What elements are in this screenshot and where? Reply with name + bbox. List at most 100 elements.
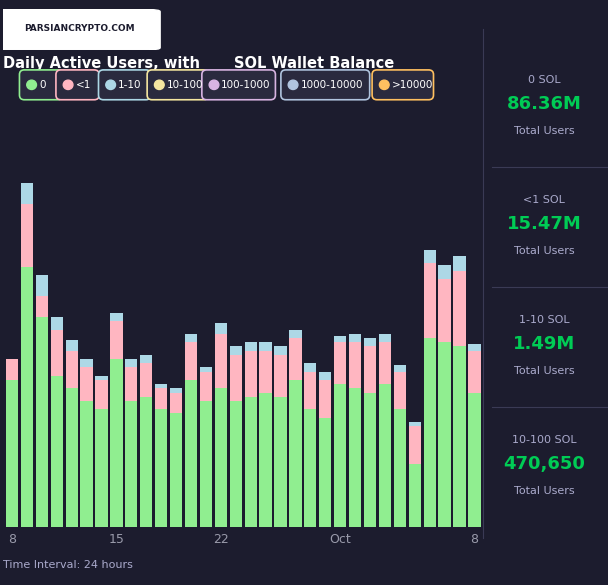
Bar [21,267,33,526]
Text: Time Interval: 24 hours: Time Interval: 24 hours [3,560,133,570]
Bar [215,334,227,388]
Bar [110,359,123,526]
Bar [155,410,167,526]
Bar [379,384,391,526]
Bar [409,422,421,426]
Bar [334,342,347,384]
Text: 10-100: 10-100 [167,80,203,90]
Bar [319,418,331,526]
Bar [468,345,480,350]
Text: Total Users: Total Users [514,126,575,136]
Bar [80,359,92,367]
Bar [424,263,436,338]
Bar [6,359,18,380]
Text: 86.36M: 86.36M [506,95,582,113]
Bar [200,371,212,401]
Bar [364,393,376,526]
Bar [304,371,316,410]
Text: 0: 0 [39,80,46,90]
Bar [244,350,257,397]
Bar [409,464,421,526]
Bar [170,414,182,526]
Text: SOL Wallet Balance: SOL Wallet Balance [234,56,395,71]
Text: Total Users: Total Users [514,366,575,376]
Bar [274,397,286,526]
Text: 0 SOL: 0 SOL [528,75,561,85]
Bar [379,334,391,342]
Text: >10000: >10000 [392,80,433,90]
Bar [230,401,242,526]
Bar [110,313,123,321]
Bar [438,265,451,280]
Bar [66,340,78,350]
Bar [304,363,316,371]
Text: 1-10: 1-10 [118,80,142,90]
Bar [230,355,242,401]
Bar [244,397,257,526]
Bar [454,346,466,526]
Bar [424,250,436,263]
Bar [50,330,63,376]
Bar [21,204,33,267]
Bar [379,342,391,384]
Bar [125,359,137,367]
Bar [319,371,331,380]
Bar [185,334,197,342]
Bar [304,410,316,526]
Text: 10-100 SOL: 10-100 SOL [512,435,576,445]
Bar [95,380,108,410]
Bar [6,380,18,526]
Text: <1: <1 [75,80,91,90]
Bar [260,342,272,350]
Bar [409,426,421,464]
Bar [274,355,286,397]
Text: 1.49M: 1.49M [513,335,575,353]
Text: Total Users: Total Users [514,246,575,256]
Bar [50,317,63,330]
Text: PARSIANCRYPTO.COM: PARSIANCRYPTO.COM [24,24,134,33]
Bar [438,280,451,342]
Bar [424,338,436,526]
Bar [185,380,197,526]
Bar [36,276,48,296]
Text: <1 SOL: <1 SOL [523,195,565,205]
Bar [215,324,227,334]
Bar [125,367,137,401]
FancyBboxPatch shape [0,9,160,50]
Bar [438,342,451,526]
Bar [170,393,182,414]
Bar [215,388,227,526]
Bar [36,317,48,526]
Bar [364,338,376,346]
Text: 1-10 SOL: 1-10 SOL [519,315,570,325]
Bar [468,393,480,526]
Bar [95,376,108,380]
Bar [289,330,302,338]
Bar [36,296,48,317]
Bar [185,342,197,380]
Bar [349,334,361,342]
Bar [334,384,347,526]
Bar [454,271,466,346]
Bar [260,393,272,526]
Bar [66,388,78,526]
Bar [140,355,153,363]
Bar [140,397,153,526]
Bar [95,410,108,526]
Bar [319,380,331,418]
Bar [230,346,242,355]
Text: Daily Active Users, with: Daily Active Users, with [3,56,205,71]
Bar [66,350,78,388]
Bar [125,401,137,526]
Text: Total Users: Total Users [514,486,575,495]
Text: 470,650: 470,650 [503,455,585,473]
Bar [140,363,153,397]
Bar [21,183,33,204]
Bar [394,371,406,410]
Bar [289,380,302,526]
Bar [274,346,286,355]
Text: 1000-10000: 1000-10000 [300,80,363,90]
Bar [200,401,212,526]
Bar [155,384,167,388]
Text: 100-1000: 100-1000 [221,80,271,90]
